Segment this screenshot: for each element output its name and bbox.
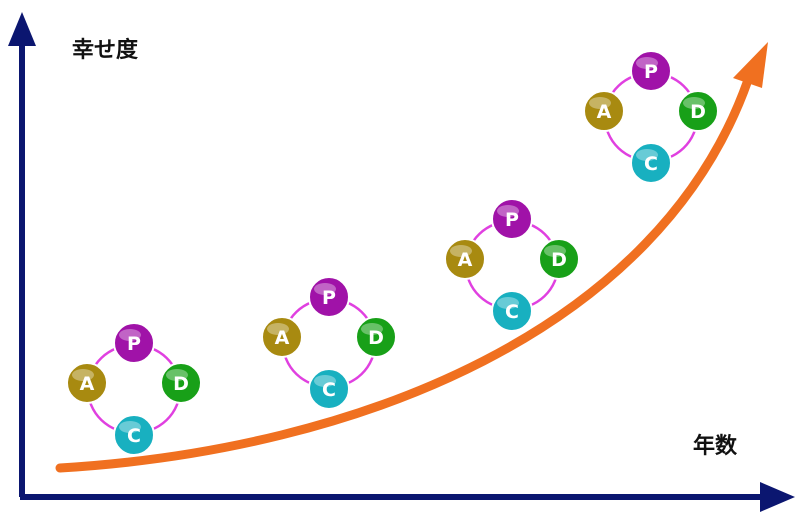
cycle-node-p [113, 322, 155, 364]
cycle-letter: D [690, 101, 706, 123]
cycle-4: P D C A [583, 50, 719, 184]
y-axis [8, 12, 36, 497]
node-highlight [636, 57, 658, 69]
cycle-node-p [308, 276, 350, 318]
node-highlight [450, 245, 472, 257]
node-highlight [361, 323, 383, 335]
node-highlight [683, 97, 705, 109]
cycle-node-c [308, 368, 350, 410]
cycle-node-p [491, 198, 533, 240]
cycle-letter: C [644, 153, 658, 175]
cycle-node-p [630, 50, 672, 92]
cycle-node-a [261, 316, 303, 358]
node-highlight [267, 323, 289, 335]
cycle-3: P D C A [444, 198, 580, 332]
cycle-letter: A [597, 101, 612, 123]
growth-curve-arrowhead [733, 42, 768, 88]
node-highlight [72, 369, 94, 381]
cycle-node-d [355, 316, 397, 358]
cycle-node-c [113, 414, 155, 456]
cycle-node-d [677, 90, 719, 132]
node-highlight [314, 283, 336, 295]
y-axis-label: 幸せ度 [72, 38, 139, 63]
node-highlight [544, 245, 566, 257]
cycle-letter: A [275, 327, 290, 349]
node-highlight [497, 297, 519, 309]
cycle-node-d [160, 362, 202, 404]
cycle-letter: D [368, 327, 384, 349]
cycle-letter: P [644, 61, 658, 83]
cycle-letter: D [551, 249, 567, 271]
cycle-node-c [630, 142, 672, 184]
x-axis-label: 年数 [693, 434, 738, 459]
node-highlight [497, 205, 519, 217]
cycle-node-a [444, 238, 486, 280]
node-highlight [119, 329, 141, 341]
cycle-letter: D [173, 373, 189, 395]
x-axis [20, 482, 795, 512]
cycle-1: P D C A [66, 322, 202, 456]
cycle-letter: A [80, 373, 95, 395]
cycle-letter: P [127, 333, 141, 355]
cycle-letter: A [458, 249, 473, 271]
growth-curve [55, 42, 768, 473]
cycle-letter: C [127, 425, 141, 447]
node-highlight [119, 421, 141, 433]
cycle-letter: P [322, 287, 336, 309]
cycle-letter: C [322, 379, 336, 401]
cycle-node-a [66, 362, 108, 404]
cycle-node-a [583, 90, 625, 132]
cycle-letter: P [505, 209, 519, 231]
cycle-2: P D C A [261, 276, 397, 410]
cycle-node-d [538, 238, 580, 280]
node-highlight [166, 369, 188, 381]
node-highlight [314, 375, 336, 387]
node-highlight [589, 97, 611, 109]
node-highlight [636, 149, 658, 161]
cycle-letter: C [505, 301, 519, 323]
x-axis-arrowhead [760, 482, 795, 512]
cycle-node-c [491, 290, 533, 332]
y-axis-arrowhead [8, 12, 36, 46]
